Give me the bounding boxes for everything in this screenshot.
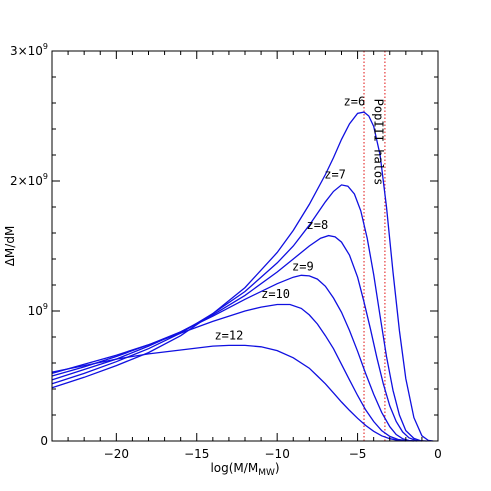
ticks-group — [51, 50, 439, 442]
x-tick-label: −15 — [184, 447, 209, 461]
curve-label-z-8: z=8 — [307, 218, 329, 232]
curve-z-9 — [51, 274, 418, 442]
x-tick-label: 0 — [434, 447, 442, 461]
curve-z-12 — [51, 344, 406, 442]
x-axis-title: log(M/MMW) — [210, 461, 279, 478]
curve-label-z-7: z=7 — [324, 167, 346, 181]
curve-label-z-9: z=9 — [292, 260, 314, 274]
curve-labels-group: z=6 z=7 z=8 z=9z=10 z=12 — [214, 95, 365, 343]
curve-label-z-6: z=6 — [344, 95, 366, 109]
curve-label-z-12: z=12 — [214, 329, 243, 343]
x-tick-label: −20 — [104, 447, 129, 461]
x-axis-title-subscript: MW — [258, 468, 275, 478]
y-tick-label: 2×109 — [10, 172, 48, 188]
x-tick-label: −5 — [349, 447, 367, 461]
curve-z-6 — [51, 111, 434, 442]
y-tick-label: 3×109 — [10, 42, 48, 58]
popiii-halos-annotation: PopIII halos — [371, 99, 385, 186]
curve-label-z-10: z=10 — [261, 287, 290, 301]
y-axis-title: ΔM/dM — [3, 226, 17, 267]
y-tick-label: 109 — [28, 302, 48, 318]
x-tick-label: −10 — [265, 447, 290, 461]
curves-group — [51, 111, 434, 442]
curve-z-10 — [51, 303, 414, 442]
tick-labels-group: −20 −15 −10 −5 0 0 109 2×109 3×109 — [10, 42, 442, 461]
y-tick-label: 0 — [40, 434, 48, 448]
